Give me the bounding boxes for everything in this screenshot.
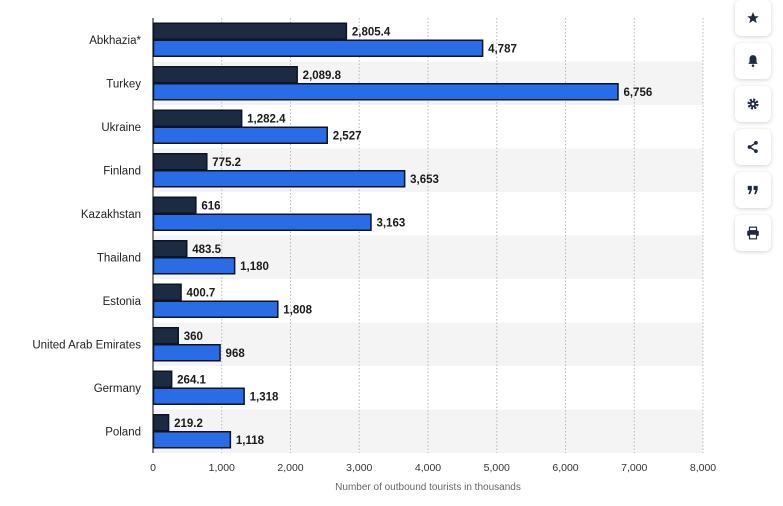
data-label: 483.5 bbox=[192, 244, 221, 256]
data-label: 4,787 bbox=[488, 43, 517, 55]
share-icon bbox=[747, 141, 758, 153]
share-button[interactable] bbox=[735, 129, 771, 165]
category-label: Abkhazia* bbox=[89, 35, 141, 47]
data-label: 1,808 bbox=[283, 304, 312, 316]
category-label: Poland bbox=[105, 426, 141, 438]
data-label: 616 bbox=[201, 200, 220, 212]
data-label: 2,089.8 bbox=[303, 70, 342, 82]
category-label: Thailand bbox=[97, 252, 141, 264]
x-tick-label: 2,000 bbox=[277, 462, 303, 474]
data-label: 1,318 bbox=[250, 391, 279, 403]
bell-icon bbox=[748, 55, 758, 67]
bar-series-1[interactable] bbox=[152, 327, 179, 345]
bar-series-2[interactable] bbox=[152, 39, 484, 57]
data-label: 1,282.4 bbox=[247, 113, 286, 125]
data-label: 775.2 bbox=[212, 157, 241, 169]
print-button[interactable] bbox=[735, 215, 771, 251]
data-label: 968 bbox=[226, 348, 246, 360]
category-label: United Arab Emirates bbox=[32, 339, 141, 351]
notification-button[interactable] bbox=[735, 43, 771, 79]
category-label: Finland bbox=[103, 165, 141, 177]
bar-series-1[interactable] bbox=[152, 240, 188, 258]
data-label: 2,527 bbox=[333, 130, 362, 142]
data-label: 264.1 bbox=[177, 374, 206, 386]
bar-series-1[interactable] bbox=[152, 22, 348, 40]
value-labels: 2,805.4 4,787 2,089.8 6,756 1,282.4 2,527 775.… bbox=[174, 26, 652, 447]
bar-series-2[interactable] bbox=[152, 387, 245, 405]
favorite-button[interactable] bbox=[735, 0, 771, 36]
category-label: Ukraine bbox=[101, 122, 141, 134]
bars bbox=[152, 22, 619, 449]
bar-series-2[interactable] bbox=[152, 126, 328, 144]
data-label: 400.7 bbox=[187, 287, 216, 299]
settings-button[interactable] bbox=[735, 86, 771, 122]
bar-series-1[interactable] bbox=[152, 153, 208, 171]
x-axis-ticks: 0 1,000 2,000 3,000 4,000 5,000 6,000 7,000 8,00… bbox=[150, 462, 716, 474]
bar-series-2[interactable] bbox=[152, 431, 232, 449]
bar-series-2[interactable] bbox=[152, 170, 406, 188]
data-label: 3,163 bbox=[376, 217, 405, 229]
bar-series-1[interactable] bbox=[152, 370, 173, 388]
bar-series-2[interactable] bbox=[152, 300, 279, 318]
chart-toolbar bbox=[735, 0, 773, 251]
cite-button[interactable] bbox=[735, 172, 771, 208]
category-label: Turkey bbox=[106, 78, 141, 90]
grid-lines bbox=[152, 18, 704, 453]
data-label: 1,118 bbox=[236, 435, 265, 447]
print-icon bbox=[747, 226, 759, 240]
quote-icon bbox=[747, 185, 758, 195]
x-tick-label: 4,000 bbox=[415, 462, 441, 474]
bar-series-1[interactable] bbox=[152, 66, 298, 84]
category-label: Estonia bbox=[103, 296, 142, 308]
x-tick-label: 8,000 bbox=[690, 462, 716, 474]
star-icon bbox=[747, 12, 759, 24]
data-label: 3,653 bbox=[410, 174, 439, 186]
x-tick-label: 3,000 bbox=[346, 462, 372, 474]
data-label: 2,805.4 bbox=[352, 26, 391, 38]
x-tick-label: 1,000 bbox=[209, 462, 235, 474]
bar-series-1[interactable] bbox=[152, 196, 197, 214]
bar-series-2[interactable] bbox=[152, 257, 236, 275]
category-label: Germany bbox=[94, 383, 142, 395]
category-labels: Abkhazia* Turkey Ukraine Finland Kazakhstan T… bbox=[32, 35, 141, 439]
x-tick-label: 0 bbox=[150, 462, 156, 474]
bar-series-2[interactable] bbox=[152, 83, 619, 101]
data-label: 6,756 bbox=[623, 87, 652, 99]
data-label: 1,180 bbox=[240, 261, 269, 273]
bar-series-2[interactable] bbox=[152, 344, 221, 362]
x-axis-title: Number of outbound tourists in thousands bbox=[335, 482, 521, 493]
category-label: Kazakhstan bbox=[81, 209, 141, 221]
bar-series-2[interactable] bbox=[152, 213, 372, 231]
bar-series-1[interactable] bbox=[152, 109, 243, 127]
x-tick-label: 7,000 bbox=[621, 462, 647, 474]
bar-series-1[interactable] bbox=[152, 283, 182, 301]
data-label: 360 bbox=[184, 331, 203, 343]
bar-series-1[interactable] bbox=[152, 414, 170, 432]
data-label: 219.2 bbox=[174, 418, 203, 430]
x-tick-label: 5,000 bbox=[484, 462, 510, 474]
gear-icon bbox=[747, 98, 759, 110]
x-tick-label: 6,000 bbox=[552, 462, 578, 474]
